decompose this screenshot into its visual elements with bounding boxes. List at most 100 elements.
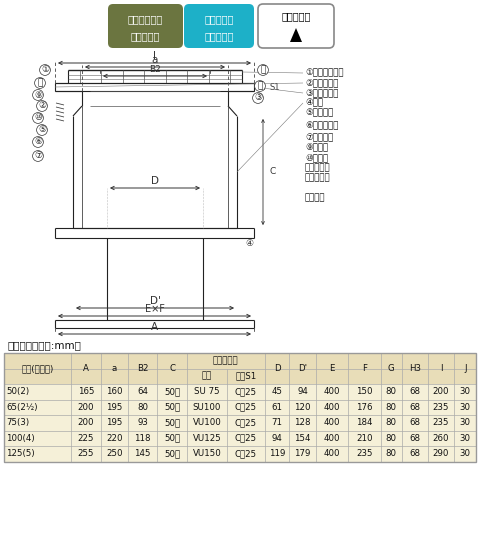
Text: 94: 94 xyxy=(297,387,308,397)
Text: 100(4): 100(4) xyxy=(6,434,35,443)
Text: 30: 30 xyxy=(460,418,471,427)
Text: D': D' xyxy=(298,364,307,373)
Text: D: D xyxy=(274,364,280,373)
Text: ①: ① xyxy=(41,66,49,74)
Text: 400: 400 xyxy=(324,387,340,397)
Text: ⑦固定金具: ⑦固定金具 xyxy=(305,133,333,143)
Text: 260: 260 xyxy=(433,434,449,443)
Text: A: A xyxy=(83,364,89,373)
Text: C－25: C－25 xyxy=(235,418,257,427)
Text: S1: S1 xyxy=(269,82,279,91)
Text: ⑥: ⑥ xyxy=(34,138,42,146)
Bar xyxy=(4,400,476,415)
Text: VU150: VU150 xyxy=(192,449,221,458)
Text: 93: 93 xyxy=(137,418,148,427)
Text: C－25: C－25 xyxy=(235,449,257,458)
Text: 184: 184 xyxy=(356,418,372,427)
Text: 30: 30 xyxy=(460,403,471,412)
Text: SU 75: SU 75 xyxy=(194,387,220,397)
Text: 235: 235 xyxy=(433,418,449,427)
Text: 400: 400 xyxy=(324,418,340,427)
Text: E: E xyxy=(329,364,335,373)
Bar xyxy=(4,430,476,446)
Text: 寸法表　＜単位:mm＞: 寸法表 ＜単位:mm＞ xyxy=(8,340,82,350)
Text: 80: 80 xyxy=(386,418,397,427)
Text: 68: 68 xyxy=(409,387,420,397)
Text: 176: 176 xyxy=(356,403,372,412)
Text: 30: 30 xyxy=(460,434,471,443)
Text: B2: B2 xyxy=(137,364,148,373)
Text: 80: 80 xyxy=(386,403,397,412)
Text: ③防水層押え: ③防水層押え xyxy=(305,88,338,97)
Text: G: G xyxy=(388,364,395,373)
Text: 防　水　用: 防 水 用 xyxy=(131,31,160,41)
Text: ⑫: ⑫ xyxy=(37,79,43,88)
Text: VU125: VU125 xyxy=(192,434,221,443)
Text: 30: 30 xyxy=(460,387,471,397)
Text: 255: 255 xyxy=(78,449,94,458)
Text: D': D' xyxy=(150,296,160,306)
Text: 80: 80 xyxy=(386,434,397,443)
Text: ④: ④ xyxy=(245,238,253,247)
Text: C: C xyxy=(269,167,275,176)
Text: a: a xyxy=(152,55,158,65)
Text: ⑩ボルト: ⑩ボルト xyxy=(305,153,328,162)
Text: 30: 30 xyxy=(460,449,471,458)
Text: 225: 225 xyxy=(78,434,94,443)
Text: 長さS1: 長さS1 xyxy=(235,372,257,381)
Text: 68: 68 xyxy=(409,418,420,427)
Text: D: D xyxy=(151,176,159,186)
Text: 195: 195 xyxy=(106,403,122,412)
Text: 400: 400 xyxy=(324,403,340,412)
Text: ⑤アンカー: ⑤アンカー xyxy=(305,109,333,117)
Text: C－25: C－25 xyxy=(235,403,257,412)
Text: 94: 94 xyxy=(272,434,282,443)
Text: 80: 80 xyxy=(137,403,148,412)
Text: 160: 160 xyxy=(106,387,122,397)
Text: 220: 220 xyxy=(106,434,122,443)
Text: 64: 64 xyxy=(137,387,148,397)
Text: l: l xyxy=(153,51,156,61)
FancyBboxPatch shape xyxy=(184,4,254,48)
Text: 179: 179 xyxy=(294,449,311,458)
Text: 65(2½): 65(2½) xyxy=(6,403,37,412)
Text: ⑨ボルト: ⑨ボルト xyxy=(305,144,328,152)
Text: F: F xyxy=(362,364,367,373)
Bar xyxy=(4,415,476,430)
Text: ②断熱材押え: ②断熱材押え xyxy=(305,79,338,88)
Text: 68: 68 xyxy=(409,434,420,443)
Text: B2: B2 xyxy=(149,65,161,74)
Text: a: a xyxy=(112,364,117,373)
Text: 200: 200 xyxy=(78,418,94,427)
Text: 250: 250 xyxy=(106,449,122,458)
Text: 210: 210 xyxy=(356,434,372,443)
Text: 125(5): 125(5) xyxy=(6,449,35,458)
Text: ⑫丸小ネジ: ⑫丸小ネジ xyxy=(305,173,331,182)
Text: ⑤: ⑤ xyxy=(38,125,46,134)
Text: H3: H3 xyxy=(409,364,421,373)
Text: ⑨: ⑨ xyxy=(34,90,42,100)
Text: ②: ② xyxy=(38,102,46,110)
Text: 118: 118 xyxy=(134,434,151,443)
Text: 235: 235 xyxy=(433,403,449,412)
Text: 規格: 規格 xyxy=(202,372,212,381)
Polygon shape xyxy=(290,28,302,42)
Text: 80: 80 xyxy=(386,449,397,458)
FancyBboxPatch shape xyxy=(108,4,183,48)
Text: 68: 68 xyxy=(409,403,420,412)
Text: 50～: 50～ xyxy=(164,403,180,412)
Text: 235: 235 xyxy=(356,449,372,458)
Text: 154: 154 xyxy=(294,434,311,443)
Text: アスファルト: アスファルト xyxy=(128,15,163,24)
Text: 80: 80 xyxy=(386,387,397,397)
Text: 75(3): 75(3) xyxy=(6,418,29,427)
Text: 50～: 50～ xyxy=(164,387,180,397)
Text: 61: 61 xyxy=(272,403,283,412)
Text: C－25: C－25 xyxy=(235,434,257,443)
Text: 400: 400 xyxy=(324,434,340,443)
Text: VU100: VU100 xyxy=(192,418,221,427)
Bar xyxy=(4,353,476,384)
Text: ⑦: ⑦ xyxy=(34,152,42,160)
Text: 防　水　用: 防 水 用 xyxy=(204,31,234,41)
Text: C: C xyxy=(169,364,175,373)
